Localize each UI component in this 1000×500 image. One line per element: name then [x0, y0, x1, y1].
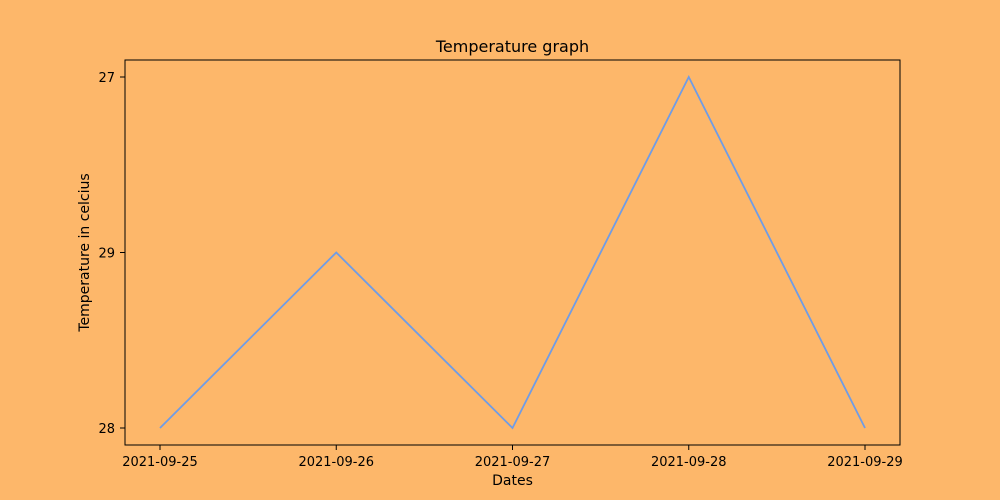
plot-area — [125, 60, 900, 445]
chart-title: Temperature graph — [435, 37, 589, 56]
x-tick-label: 2021-09-27 — [475, 455, 551, 470]
y-tick-label: 27 — [98, 71, 115, 86]
x-axis-label: Dates — [492, 473, 533, 489]
y-tick-label: 28 — [98, 422, 115, 437]
plot-frame — [124, 59, 901, 446]
x-tick-label: 2021-09-25 — [122, 455, 198, 470]
y-tick-label: 29 — [98, 247, 115, 262]
series-layer — [159, 74, 866, 430]
x-tick-label: 2021-09-26 — [298, 455, 374, 470]
y-axis-label: Temperature in celcius — [77, 173, 93, 332]
x-tick-label: 2021-09-28 — [651, 455, 727, 470]
ticks-layer: 2021-09-25 2021-09-26 2021-09-27 2021-09-28… — [98, 71, 902, 470]
temperature-series-line — [159, 74, 866, 430]
x-tick-label: 2021-09-29 — [827, 455, 903, 470]
